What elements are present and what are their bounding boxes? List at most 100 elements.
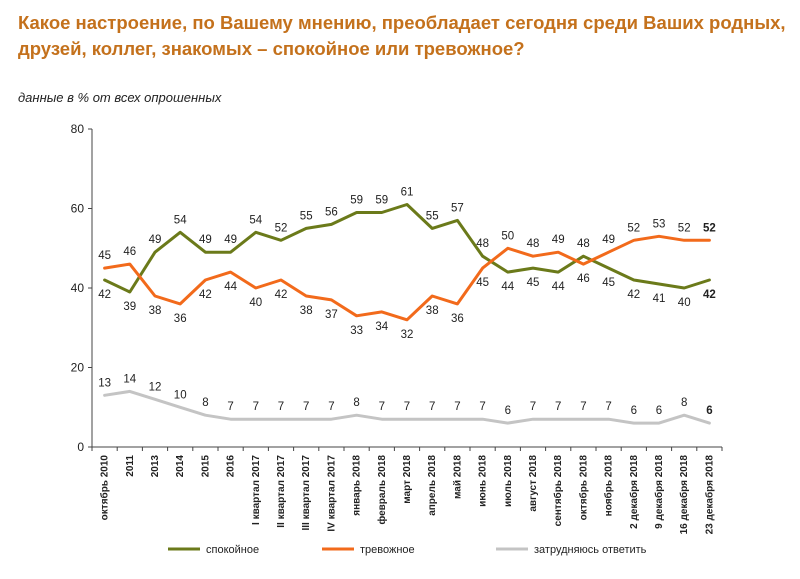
- data-label-calm: 40: [678, 297, 691, 309]
- data-label-calm: 42: [98, 289, 111, 301]
- data-label-calm: 44: [501, 281, 514, 293]
- data-label-anxious: 32: [401, 329, 414, 341]
- data-label-calm: 42: [703, 289, 716, 301]
- data-label-calm: 49: [199, 234, 212, 246]
- data-label-anxious: 46: [123, 246, 136, 258]
- data-label-unsure: 7: [379, 401, 385, 413]
- data-label-calm: 54: [174, 214, 187, 226]
- data-label-unsure: 7: [328, 401, 334, 413]
- data-label-anxious: 34: [375, 321, 388, 333]
- data-label-unsure: 7: [454, 401, 460, 413]
- data-label-unsure: 7: [404, 401, 410, 413]
- data-label-anxious: 45: [476, 277, 489, 289]
- y-tick-label: 40: [71, 281, 85, 295]
- data-label-unsure: 6: [656, 405, 662, 417]
- data-label-unsure: 6: [706, 405, 712, 417]
- x-tick-label: август 2018: [528, 455, 539, 512]
- data-label-unsure: 7: [555, 401, 561, 413]
- chart-subtitle: данные в % от всех опрошенных: [18, 90, 222, 105]
- data-label-calm: 55: [300, 210, 313, 222]
- y-tick-label: 80: [71, 122, 85, 136]
- data-label-unsure: 7: [278, 401, 284, 413]
- data-label-anxious: 38: [149, 305, 162, 317]
- data-label-calm: 52: [275, 222, 288, 234]
- data-label-calm: 54: [249, 214, 262, 226]
- data-label-anxious: 38: [426, 305, 439, 317]
- series-line-0: [103, 203, 711, 294]
- data-label-anxious: 52: [627, 222, 640, 234]
- legend-label-0: спокойное: [206, 544, 259, 556]
- data-label-calm: 56: [325, 206, 338, 218]
- data-label-unsure: 7: [303, 401, 309, 413]
- x-tick-label: 2016: [226, 455, 237, 478]
- x-tick-label: 23 декабря 2018: [703, 455, 715, 535]
- data-label-anxious: 38: [300, 305, 313, 317]
- data-label-calm: 48: [577, 238, 590, 250]
- x-tick-label: октябрь 2010: [99, 455, 111, 521]
- x-tick-label: ноябрь 2018: [603, 455, 615, 517]
- x-tick-label: октябрь 2018: [577, 455, 589, 521]
- x-tick-label: 9 декабря 2018: [653, 455, 665, 529]
- data-label-calm: 49: [224, 234, 237, 246]
- x-tick-label: июнь 2018: [478, 455, 489, 507]
- data-label-anxious: 33: [350, 325, 363, 337]
- data-label-anxious: 53: [653, 218, 666, 230]
- x-tick-label: III квартал 2017: [301, 455, 312, 531]
- x-tick-label: март 2018: [402, 455, 413, 504]
- series-line-2: [103, 389, 711, 425]
- y-tick-label: 0: [77, 440, 84, 454]
- data-label-anxious: 48: [527, 238, 540, 250]
- data-label-anxious: 36: [451, 313, 464, 325]
- data-label-anxious: 50: [501, 230, 514, 242]
- data-label-anxious: 40: [249, 297, 262, 309]
- legend-label-2: затрудняюсь ответить: [534, 544, 647, 556]
- data-label-unsure: 6: [505, 405, 511, 417]
- x-tick-label: апрель 2018: [427, 455, 438, 516]
- x-tick-label: 2013: [150, 455, 161, 478]
- data-label-anxious: 45: [98, 250, 111, 262]
- data-label-anxious: 49: [552, 234, 565, 246]
- data-label-unsure: 8: [353, 397, 359, 409]
- x-tick-label: 2015: [200, 455, 211, 478]
- data-label-unsure: 7: [253, 401, 259, 413]
- series-line-1: [103, 234, 711, 322]
- legend-label-1: тревожное: [360, 544, 415, 556]
- data-label-unsure: 14: [123, 373, 136, 385]
- x-tick-label: 2014: [175, 455, 186, 478]
- chart-title: Какое настроение, по Вашему мнению, прео…: [18, 12, 786, 59]
- x-tick-label: январь 2018: [352, 455, 363, 516]
- data-label-calm: 59: [350, 194, 363, 206]
- data-label-anxious: 42: [275, 289, 288, 301]
- data-label-anxious: 46: [577, 273, 590, 285]
- data-label-unsure: 8: [202, 397, 208, 409]
- data-label-anxious: 42: [199, 289, 212, 301]
- data-label-calm: 57: [451, 202, 464, 214]
- data-label-unsure: 7: [580, 401, 586, 413]
- data-label-unsure: 12: [149, 381, 162, 393]
- data-label-calm: 45: [602, 277, 615, 289]
- data-label-anxious: 49: [602, 234, 615, 246]
- data-label-unsure: 7: [530, 401, 536, 413]
- data-label-calm: 49: [149, 234, 162, 246]
- data-label-unsure: 6: [631, 405, 637, 417]
- x-tick-label: май 2018: [452, 455, 463, 499]
- x-tick-label: февраль 2018: [376, 455, 388, 525]
- data-label-anxious: 52: [678, 222, 691, 234]
- x-tick-label: 2 декабря 2018: [628, 455, 640, 529]
- data-label-calm: 42: [627, 289, 640, 301]
- data-label-unsure: 13: [98, 377, 111, 389]
- data-label-calm: 39: [123, 301, 136, 313]
- data-label-anxious: 37: [325, 309, 338, 321]
- x-tick-label: IV квартал 2017: [326, 455, 337, 532]
- x-tick-label: 2011: [125, 455, 136, 477]
- data-label-calm: 55: [426, 210, 439, 222]
- data-label-anxious: 44: [224, 281, 237, 293]
- x-tick-label: II квартал 2017: [276, 455, 287, 528]
- data-label-calm: 45: [527, 277, 540, 289]
- data-label-unsure: 7: [429, 401, 435, 413]
- x-tick-label: 16 декабря 2018: [678, 455, 690, 535]
- data-label-unsure: 10: [174, 389, 187, 401]
- data-label-calm: 59: [375, 194, 388, 206]
- x-tick-label: сентябрь 2018: [552, 455, 564, 527]
